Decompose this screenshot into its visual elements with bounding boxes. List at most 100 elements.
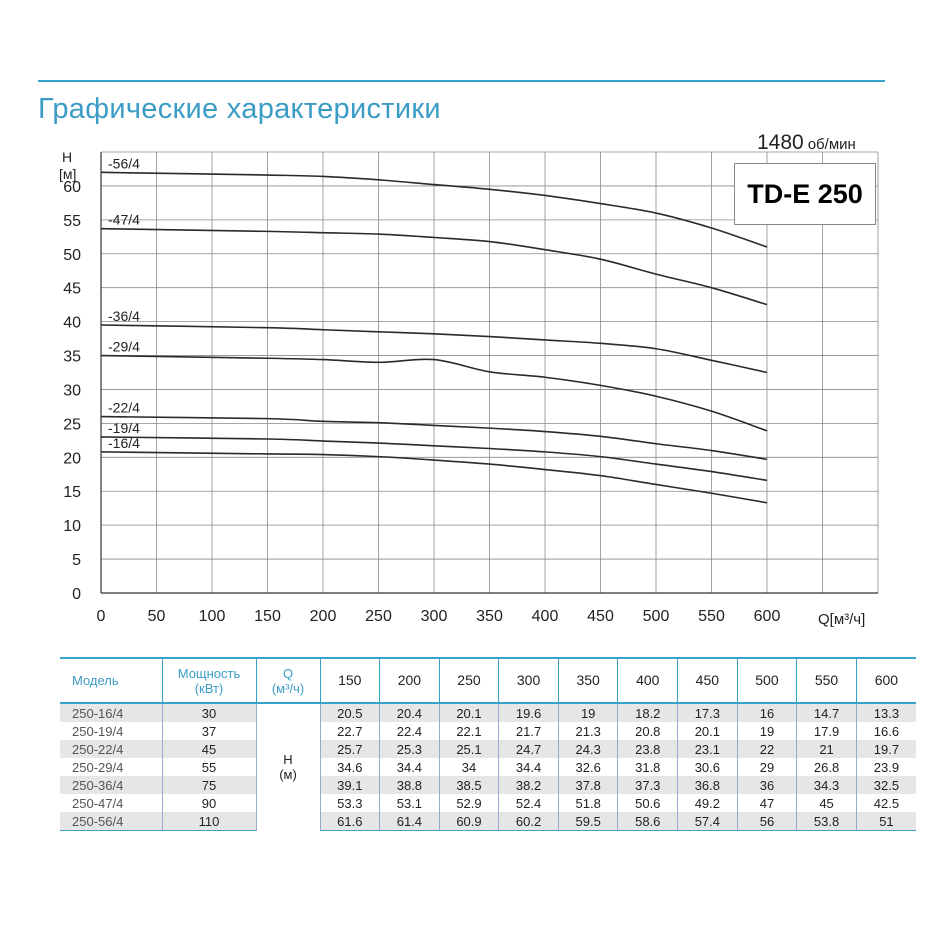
cell-power: 90	[161, 794, 256, 812]
cell-head-value: 59.5	[557, 812, 618, 831]
series-label-4: -22/4	[108, 400, 140, 416]
cell-head-value: 61.4	[379, 812, 440, 831]
cell-power: 110	[161, 812, 256, 831]
cell-head-value: 34.4	[379, 758, 440, 776]
column-header-flow: 300	[498, 657, 559, 704]
cell-head-value: 47	[736, 794, 797, 812]
cell-model: 250-47/4	[72, 795, 124, 811]
cell-head-value: 20.8	[617, 722, 678, 740]
cell-head-value: 13.3	[855, 703, 916, 722]
cell-head-value: 26.8	[796, 758, 857, 776]
cell-head-value: 20.1	[677, 722, 738, 740]
cell-head-value: 42.5	[855, 794, 916, 812]
cell-head-value: 24.7	[498, 740, 559, 758]
column-header-flow: 600	[855, 657, 916, 704]
cell-head-value: 34.4	[498, 758, 559, 776]
cell-head-value: 17.3	[677, 703, 738, 722]
cell-head-value: 31.8	[617, 758, 678, 776]
x-tick-label: 400	[532, 608, 559, 625]
cell-head-value: 36.8	[677, 776, 738, 794]
y-tick-label: 20	[63, 450, 81, 467]
cell-head-value: 32.5	[855, 776, 916, 794]
cell-model: 250-19/4	[72, 723, 124, 739]
cell-head-value: 21.7	[498, 722, 559, 740]
head-label-line1: H	[283, 752, 293, 768]
cell-head-value: 57.4	[677, 812, 738, 831]
cell-head-value: 22.4	[379, 722, 440, 740]
cell-head-value: 22.7	[319, 722, 380, 740]
y-tick-label: 50	[63, 247, 81, 264]
cell-head-value: 38.8	[379, 776, 440, 794]
cell-head-value: 39.1	[319, 776, 380, 794]
y-tick-label: 30	[63, 382, 81, 399]
series-line-5	[100, 436, 768, 482]
series-line-2	[100, 324, 768, 374]
cell-head-value: 52.9	[438, 794, 499, 812]
chart-series	[100, 171, 768, 504]
cell-head-value: 22.1	[438, 722, 499, 740]
cell-model: 250-22/4	[60, 740, 162, 758]
cell-head-value: 20.4	[379, 703, 440, 722]
series-line-1	[100, 227, 768, 306]
cell-head-value: 20.1	[438, 703, 499, 722]
x-tick-label: 600	[754, 608, 781, 625]
cell-head-value: 19	[557, 703, 618, 722]
x-tick-label: 350	[476, 608, 503, 625]
cell-head-value: 60.9	[438, 812, 499, 831]
y-tick-label: 35	[63, 349, 81, 366]
x-tick-label: 150	[254, 608, 281, 625]
performance-chart: 0 50 100 150 200 250 300 350 400 450 500 550 600 0 5 10…	[59, 149, 879, 628]
cell-head-value: 61.6	[319, 812, 380, 831]
cell-head-value: 19.7	[855, 740, 916, 758]
cell-head-value: 23.9	[855, 758, 916, 776]
y-tick-label: 40	[63, 315, 81, 332]
cell-head-value: 24.3	[557, 740, 618, 758]
y-tick-label: 15	[63, 484, 81, 501]
x-tick-label: 50	[148, 608, 166, 625]
column-header-flow: 200	[379, 657, 440, 704]
header-rule	[38, 80, 885, 82]
x-tick-label: 250	[365, 608, 392, 625]
cell-head-value: 50.6	[617, 794, 678, 812]
x-tick-label: 500	[643, 608, 670, 625]
cell-head-value: 38.2	[498, 776, 559, 794]
cell-head-value: 25.3	[379, 740, 440, 758]
series-label-3: -29/4	[108, 339, 140, 355]
rpm-value: 1480	[757, 131, 804, 154]
cell-head-value: 21	[796, 740, 857, 758]
series-label-0: -56/4	[108, 155, 140, 171]
column-header-flow: 500	[736, 657, 797, 704]
table-row: 250-36/4 75 39.1 38.8 38.5 38.2 37.8 37.3 36.8 36…	[60, 776, 916, 794]
cell-head-value: 32.6	[557, 758, 618, 776]
column-header-model: Модель	[60, 657, 162, 704]
page-title: Графические характеристики	[38, 93, 441, 125]
cell-power: 55	[161, 758, 256, 776]
series-label-5: -19/4	[108, 420, 140, 436]
series-label-2: -36/4	[108, 308, 140, 324]
cell-head-value: 20.5	[319, 703, 380, 722]
cell-head-value: 38.5	[438, 776, 499, 794]
y-tick-label: 55	[63, 213, 81, 230]
cell-model: 250-16/4	[60, 703, 162, 722]
cell-head-value: 53.3	[319, 794, 380, 812]
x-axis-label: Q[м³/ч]	[818, 611, 865, 628]
table-row: 250-56/4 110 61.6 61.4 60.9 60.2 59.5 58.6 57.4 5…	[60, 812, 916, 831]
column-header-flow: 400	[617, 657, 678, 704]
table-row: 250-22/4 45 25.7 25.3 25.1 24.7 24.3 23.8 23.1 22…	[60, 740, 916, 758]
cell-head-value: 56	[736, 812, 797, 831]
cell-head-value: 23.8	[617, 740, 678, 758]
y-axis-unit: [м]	[59, 166, 76, 182]
cell-head-label: H (м)	[255, 703, 320, 831]
column-header-flow: 250	[438, 657, 499, 704]
series-line-4	[100, 415, 768, 461]
series-line-3	[100, 354, 768, 432]
table-row: 250-19/4 37 22.7 22.4 22.1 21.7 21.3 20.8 20.1 19…	[60, 722, 916, 740]
cell-head-value: 25.7	[319, 740, 380, 758]
cell-model: 250-29/4	[72, 759, 124, 775]
rpm-label: 1480 об/мин	[757, 131, 856, 155]
chart-axes: 0 50 100 150 200 250 300 350 400 450 500 550 600 0 5 10…	[59, 149, 878, 628]
cell-head-value: 19	[736, 722, 797, 740]
x-tick-label: 550	[698, 608, 725, 625]
cell-head-value: 34	[438, 758, 499, 776]
cell-power: 37	[161, 722, 256, 740]
